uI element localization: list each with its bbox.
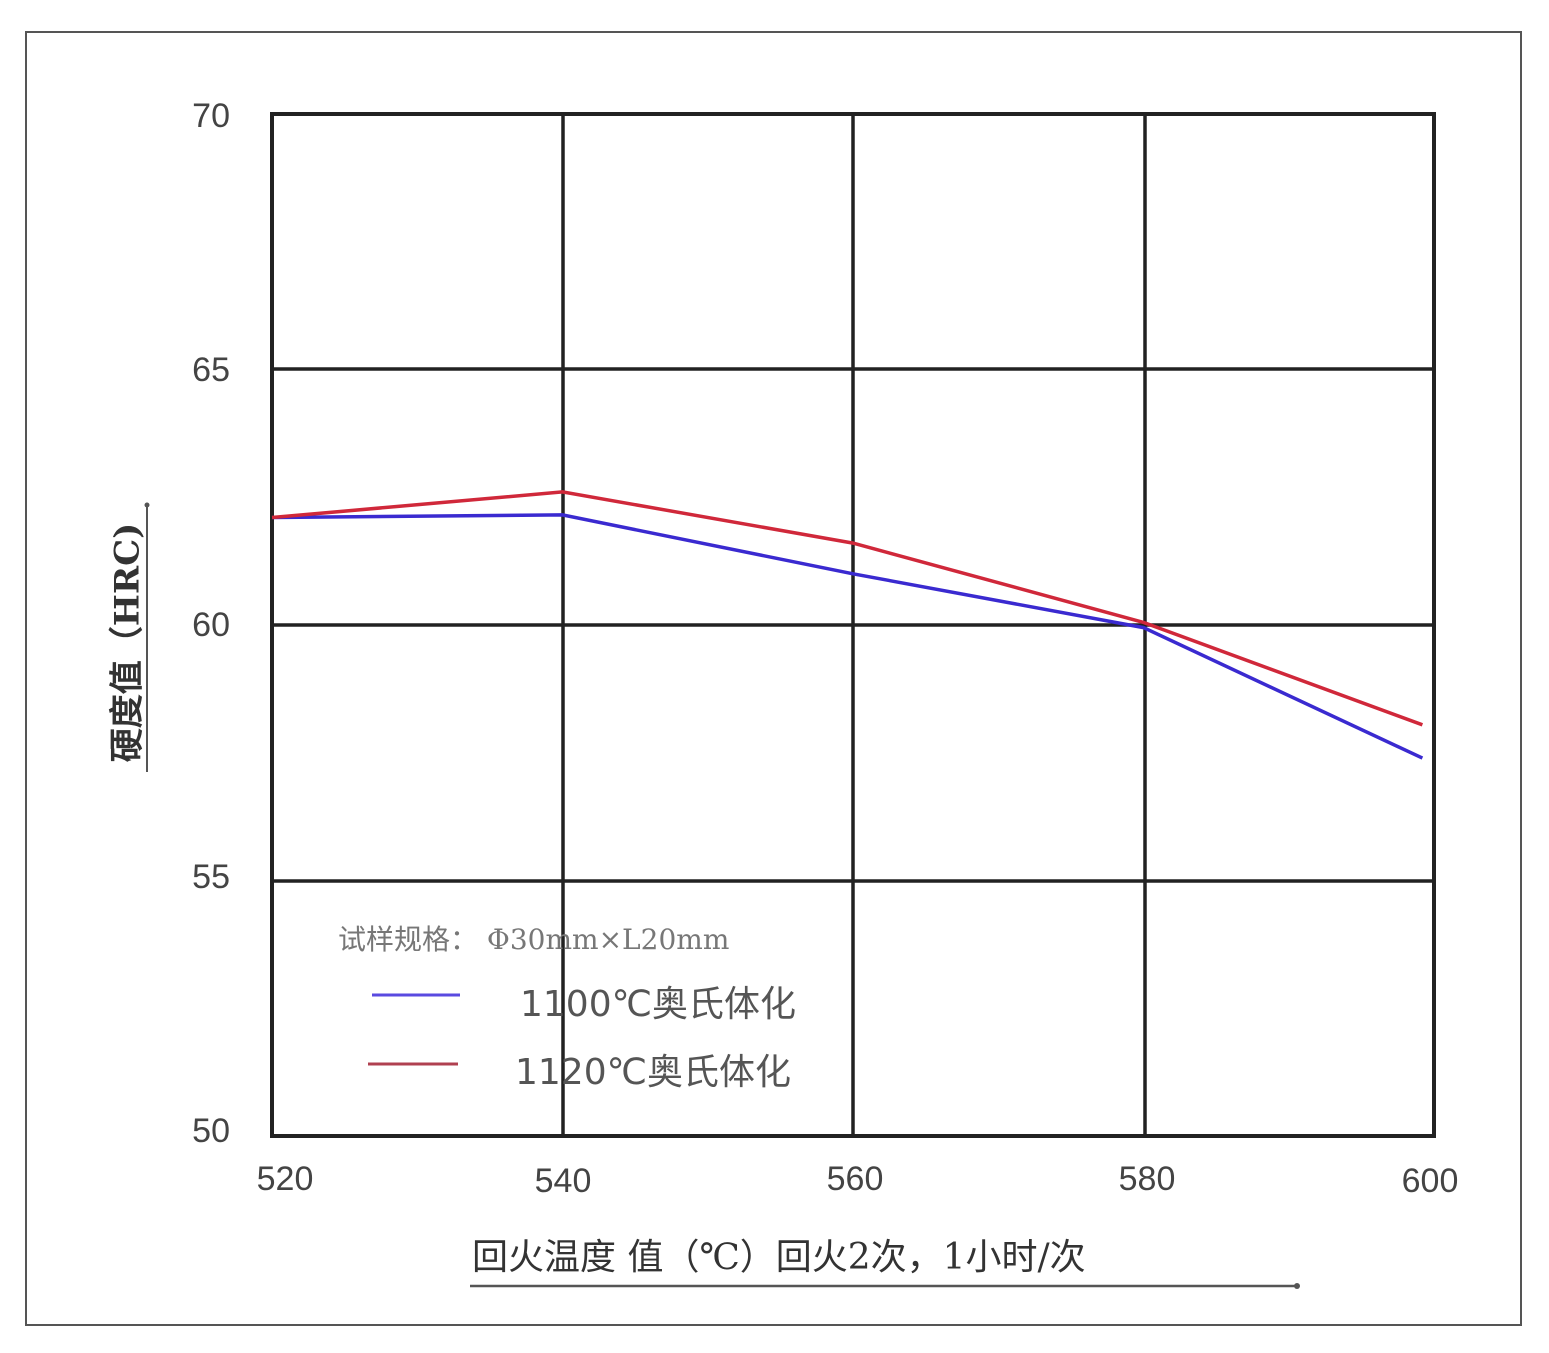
y-tick-50: 50 (192, 1112, 230, 1150)
series-1100-line (271, 513, 1424, 760)
x-tick-600: 600 (1401, 1162, 1459, 1200)
y-tick-65: 65 (192, 351, 230, 389)
y-tick-70: 70 (192, 97, 230, 135)
x-tick-560: 560 (826, 1160, 884, 1198)
legend-label-1100: 1100℃奥氏体化 (520, 984, 797, 1025)
x-tick-580: 580 (1118, 1160, 1176, 1198)
series-1120-line (271, 490, 1424, 727)
legend-label-1120: 1120℃奥氏体化 (515, 1052, 792, 1093)
y-axis-arrow (144, 502, 150, 772)
y-tick-55: 55 (192, 858, 230, 896)
grid-lines (270, 113, 1435, 1137)
x-tick-520: 520 (256, 1160, 314, 1198)
plot-area-border (270, 112, 1436, 1138)
specimen-spec-annotation: 试样规格： Φ30mm×L20mm (338, 923, 730, 956)
x-tick-540: 540 (534, 1162, 592, 1200)
y-axis-label-text: 硬度值（HRC) (107, 522, 148, 763)
x-axis-label: 回火温度 值（℃）回火2次，1小时/次 (472, 1237, 1086, 1278)
x-axis-arrow (470, 1283, 1300, 1289)
y-axis-label: 硬度值（HRC) (24, 500, 194, 780)
y-tick-60: 60 (192, 606, 230, 644)
figure-frame (25, 31, 1522, 1326)
